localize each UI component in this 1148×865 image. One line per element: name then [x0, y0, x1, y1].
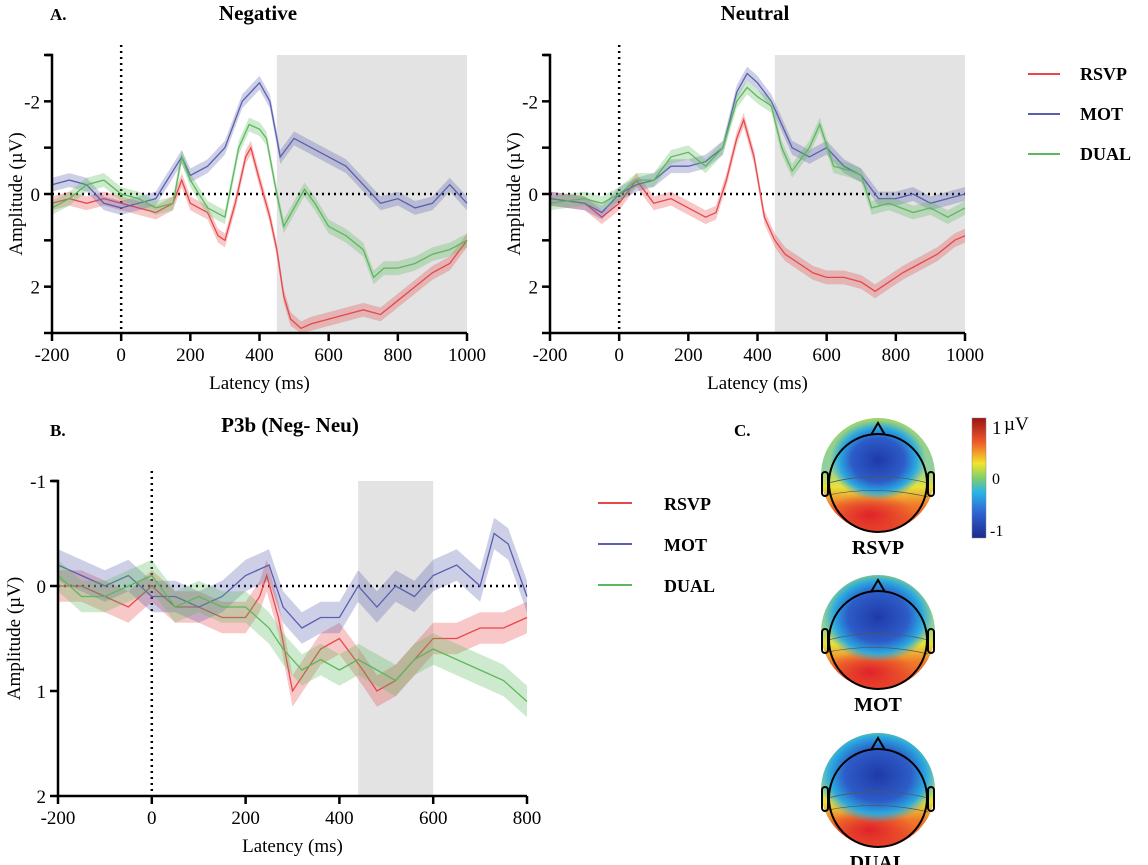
series-line-mot — [51, 81, 468, 209]
legend-label-dual: DUAL — [1080, 144, 1131, 164]
y-tick-label: 1 — [37, 682, 47, 703]
y-axis-label: Amplitude (µV) — [4, 577, 25, 700]
x-tick-label: 400 — [245, 345, 274, 366]
legend-b: RSVP MOT DUAL — [598, 494, 715, 596]
x-tick-label: 0 — [147, 808, 157, 829]
x-axis-label: Latency (ms) — [242, 836, 343, 857]
ear-icon — [927, 786, 935, 812]
series-line-rsvp — [51, 145, 468, 330]
series-line-dual — [57, 574, 528, 702]
topomap-rsvp: RSVP — [821, 418, 935, 559]
x-tick-label: -200 — [41, 808, 76, 829]
series-line-dual — [549, 86, 966, 218]
x-tick-label: 600 — [812, 345, 841, 366]
x-tick-label: 200 — [674, 345, 703, 366]
topomap-label: DUAL — [850, 852, 907, 865]
chart-2: -200 0 200 400 600 800 -1 0 1 2 Latency (ms) Amplit… — [4, 413, 541, 857]
series-line-rsvp — [58, 573, 528, 693]
x-tick-label: 600 — [314, 345, 343, 366]
chart-title: P3b (Neg- Neu) — [221, 413, 359, 437]
x-tick-label: 1000 — [448, 345, 486, 366]
chart-0: -200 0 200 400 600 800 1000 -2 0 2 Latency (ms) Amp… — [6, 1, 486, 394]
panel-label-a: A. — [50, 5, 67, 24]
y-tick-label: 0 — [529, 185, 539, 206]
topomap-label: RSVP — [852, 537, 904, 559]
ear-icon — [821, 786, 829, 812]
error-band-dual — [58, 559, 527, 718]
y-axis-label: Amplitude (µV) — [504, 132, 525, 255]
x-tick-label: 200 — [176, 345, 205, 366]
topomap-label: MOT — [854, 694, 902, 716]
colorbar-min: -1 — [990, 523, 1003, 540]
error-band-mot — [52, 75, 467, 215]
y-tick-label: 2 — [529, 278, 539, 299]
y-axis-label: Amplitude (µV) — [6, 132, 27, 255]
colorbar: 1 µV 0 -1 — [971, 414, 1029, 540]
ear-icon — [927, 628, 935, 654]
x-tick-label: 200 — [231, 808, 260, 829]
x-tick-label: -200 — [35, 345, 70, 366]
y-tick-label: -2 — [24, 92, 40, 113]
ear-icon — [821, 471, 829, 497]
panel-label-c: C. — [734, 421, 751, 440]
ear-icon — [821, 628, 829, 654]
x-tick-label: 400 — [325, 808, 354, 829]
legend-label-rsvp: RSVP — [664, 494, 711, 514]
error-band-mot — [58, 517, 527, 644]
series-line-mot — [549, 72, 966, 214]
y-tick-label: -2 — [522, 92, 538, 113]
nose-icon — [870, 578, 886, 593]
x-tick-label: 800 — [882, 345, 911, 366]
x-axis-label: Latency (ms) — [707, 373, 808, 394]
x-axis-label: Latency (ms) — [209, 373, 310, 394]
analysis-window — [358, 481, 434, 796]
x-tick-label: 0 — [614, 345, 624, 366]
x-tick-label: 400 — [743, 345, 772, 366]
error-band-dual — [52, 117, 467, 285]
legend-top: RSVP MOT DUAL — [1028, 64, 1131, 164]
x-tick-label: -200 — [533, 345, 568, 366]
error-band-mot — [550, 66, 965, 220]
nose-icon — [870, 421, 886, 436]
series-line-mot — [57, 532, 528, 629]
x-tick-label: 600 — [419, 808, 448, 829]
series-line-rsvp — [549, 117, 966, 293]
y-tick-label: 2 — [31, 278, 41, 299]
series-line-dual — [51, 123, 468, 279]
colorbar-unit: µV — [1004, 414, 1029, 435]
nose-icon — [870, 736, 886, 751]
x-tick-label: 1000 — [946, 345, 984, 366]
chart-1: -200 0 200 400 600 800 1000 -2 0 2 Latency (ms) Amp… — [504, 1, 984, 394]
colorbar-mid: 0 — [992, 471, 1000, 488]
topomap-dual: DUAL — [821, 733, 935, 865]
x-tick-label: 800 — [513, 808, 542, 829]
y-tick-label: 0 — [37, 577, 47, 598]
topomap-mot: MOT — [821, 575, 935, 716]
y-tick-label: -1 — [30, 472, 46, 493]
y-tick-label: 2 — [37, 787, 47, 808]
panel-label-b: B. — [50, 421, 66, 440]
legend-label-mot: MOT — [664, 535, 707, 555]
x-tick-label: 800 — [384, 345, 413, 366]
legend-label-dual: DUAL — [664, 576, 715, 596]
chart-title: Neutral — [721, 1, 790, 25]
chart-title: Negative — [219, 1, 297, 25]
x-tick-label: 0 — [116, 345, 126, 366]
ear-icon — [927, 471, 935, 497]
legend-label-mot: MOT — [1080, 104, 1123, 124]
legend-label-rsvp: RSVP — [1080, 64, 1127, 84]
colorbar-max: 1 — [992, 418, 1002, 439]
y-tick-label: 0 — [31, 185, 41, 206]
